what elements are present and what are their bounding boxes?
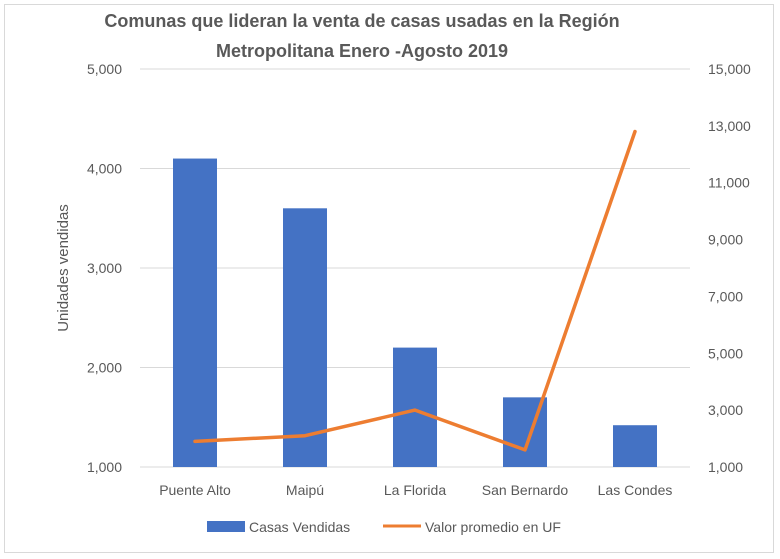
line-series xyxy=(193,129,637,452)
x-tick-label-0: Puente Alto xyxy=(159,482,231,498)
x-tick-label-2: La Florida xyxy=(384,482,446,498)
legend-label-casas-vendidas: Casas Vendidas xyxy=(249,519,350,535)
bar-0 xyxy=(173,158,217,468)
y-axis-ticks: 1,000 2,000 3,000 4,000 5,000 xyxy=(87,61,122,475)
bar-4 xyxy=(613,425,657,467)
chart-title-line-1: Comunas que lideran la venta de casas us… xyxy=(104,11,619,31)
bar-series xyxy=(173,158,657,468)
x-tick-label-1: Maipú xyxy=(286,482,324,498)
x-axis-ticks: Puente Alto Maipú La Florida San Bernardo La… xyxy=(159,482,672,498)
bar-2 xyxy=(393,347,437,467)
y-tick-label-4: 5,000 xyxy=(87,61,122,77)
y2-tick-label-2: 5,000 xyxy=(708,345,743,361)
line-point-4 xyxy=(633,130,637,134)
legend: Casas Vendidas Valor promedio en UF xyxy=(207,519,561,535)
y2-tick-label-4: 9,000 xyxy=(708,232,743,248)
y2-tick-label-7: 15,000 xyxy=(708,61,751,77)
y2-axis-ticks: 1,000 3,000 5,000 7,000 9,000 11,000 13,000 15,… xyxy=(708,61,751,475)
y-tick-label-1: 2,000 xyxy=(87,360,122,376)
legend-swatch-casas-vendidas xyxy=(207,521,245,532)
line-point-1 xyxy=(303,434,307,438)
y2-tick-label-5: 11,000 xyxy=(708,175,750,191)
y-tick-label-0: 1,000 xyxy=(87,459,122,475)
x-tick-label-3: San Bernardo xyxy=(482,482,569,498)
line-point-2 xyxy=(413,408,417,412)
y-tick-label-2: 3,000 xyxy=(87,260,122,276)
bar-1 xyxy=(283,208,327,468)
line-point-0 xyxy=(193,439,197,443)
y2-tick-label-6: 13,000 xyxy=(708,118,751,134)
y2-tick-label-1: 3,000 xyxy=(708,402,743,418)
y-axis-label: Unidades vendidas xyxy=(55,204,72,332)
y-tick-label-3: 4,000 xyxy=(87,161,122,177)
y2-tick-label-0: 1,000 xyxy=(708,459,743,475)
x-tick-label-4: Las Condes xyxy=(598,482,673,498)
line-point-3 xyxy=(523,448,527,452)
y2-tick-label-3: 7,000 xyxy=(708,288,743,304)
chart-title-line-2: Metropolitana Enero -Agosto 2019 xyxy=(216,41,508,61)
legend-label-valor-promedio: Valor promedio en UF xyxy=(425,519,561,535)
